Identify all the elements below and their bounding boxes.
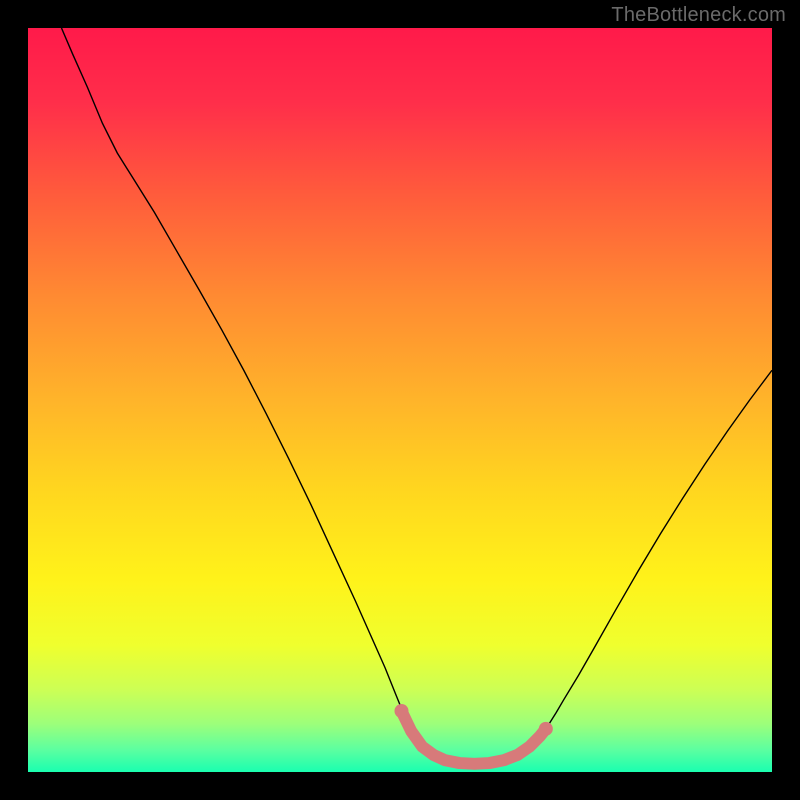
gradient-background [28,28,772,772]
chart-svg [0,0,800,800]
watermark-text: TheBottleneck.com [611,4,786,27]
chart-container: TheBottleneck.com [0,0,800,800]
highlight-cap [394,704,408,718]
plot-area [0,0,800,800]
highlight-cap [539,722,553,736]
